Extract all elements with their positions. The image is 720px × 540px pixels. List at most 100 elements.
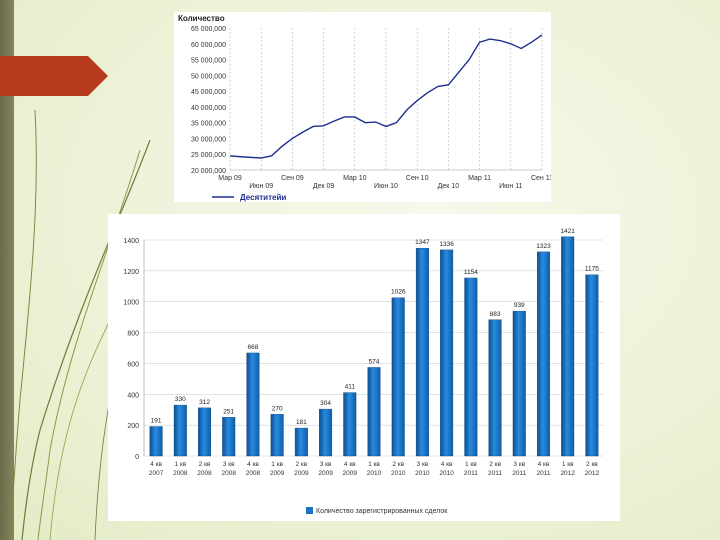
bar-x-tick-label: 3 кв — [513, 461, 525, 468]
line-x-tick-label: Дек 10 — [438, 183, 460, 190]
bar-x-tick-label: 3 кв — [223, 461, 235, 468]
bar-x-tick-label: 2 кв — [296, 461, 308, 468]
bar — [561, 236, 575, 457]
line-y-tick-label: 45 000,000 — [191, 89, 226, 96]
bar — [173, 404, 187, 457]
line-x-tick-label: Дек 09 — [313, 183, 335, 190]
bar-x-tick-label: 2008 — [173, 470, 188, 477]
line-chart: Количество 65 000,000 60 000,000 55 000,00… — [178, 14, 553, 202]
line-x-tick-label: Сен 11 — [531, 175, 551, 182]
bar-x-tick-label: 1 кв — [465, 461, 477, 468]
line-y-tick-label: 20 000,000 — [191, 168, 226, 175]
line-x-tick-label: Июн 11 — [499, 183, 522, 190]
bar-x-tick-label: 2009 — [294, 470, 309, 477]
bar-legend-swatch — [306, 507, 313, 514]
bar-x-tick-label: 2 кв — [199, 461, 211, 468]
bar-chart: 0 200 400 600 800 1000 1200 1400 191 330 312 251 66… — [123, 228, 604, 515]
bar-data-label: 181 — [296, 419, 307, 426]
bar-x-tick-label: 2010 — [415, 470, 430, 477]
bar — [222, 417, 236, 457]
bar-x-tick-label: 2012 — [560, 470, 575, 477]
bar-x-tick-label: 2011 — [512, 470, 526, 477]
bar-data-label: 668 — [248, 344, 259, 351]
line-x-tick-label: Мар 09 — [218, 175, 242, 182]
bar-data-label: 270 — [272, 405, 283, 412]
line-y-tick-label: 60 000,000 — [191, 42, 226, 49]
bar-y-tick-label: 1000 — [123, 300, 139, 307]
bar-data-label: 304 — [320, 400, 331, 407]
bar-x-tick-label: 2011 — [536, 470, 550, 477]
bar-data-label: 1421 — [560, 228, 575, 235]
bar — [198, 407, 212, 457]
bar-x-tick-label: 1 кв — [562, 461, 574, 468]
bar-x-tick-label: 2008 — [197, 470, 212, 477]
bar-data-label: 574 — [369, 358, 380, 365]
bar-x-tick-label: 2 кв — [489, 461, 501, 468]
bar-legend-label: Количество зарегистрированных сделок — [316, 508, 448, 515]
bar-data-label: 939 — [514, 302, 525, 309]
bar-x-tick-label: 4 кв — [441, 461, 453, 468]
bar-x-tick-label: 4 кв — [344, 461, 356, 468]
bar — [488, 319, 502, 457]
line-x-tick-label: Сен 10 — [406, 175, 429, 182]
bar-data-label: 883 — [490, 311, 501, 318]
bar-x-tick-label: 2010 — [439, 470, 454, 477]
bar-x-tick-label: 1 кв — [271, 461, 283, 468]
line-x-tick-label: Мар 10 — [343, 175, 367, 182]
line-legend-label: Десятитейи — [240, 193, 286, 202]
bar-x-tick-label: 2009 — [270, 470, 285, 477]
bar — [391, 297, 405, 457]
line-y-tick-label: 35 000,000 — [191, 121, 226, 128]
bar-x-tick-label: 3 кв — [417, 461, 429, 468]
line-y-tick-label: 55 000,000 — [191, 58, 226, 65]
bar-x-tick-label: 1 кв — [174, 461, 186, 468]
bar-x-tick-label: 2008 — [222, 470, 237, 477]
bar-x-tick-label: 2010 — [367, 470, 382, 477]
bar-x-tick-label: 2007 — [149, 470, 164, 477]
bar-data-label: 330 — [175, 396, 186, 403]
arrow-accent-shape — [0, 56, 108, 96]
line-y-tick-label: 65 000,000 — [191, 26, 226, 33]
bar — [440, 249, 454, 457]
bar — [294, 427, 308, 457]
bar-x-tick-label: 3 кв — [320, 461, 332, 468]
bar-chart-panel: 0 200 400 600 800 1000 1200 1400 191 330 312 251 66… — [108, 214, 620, 521]
bar-data-label: 191 — [151, 418, 162, 425]
bar-data-label: 1323 — [536, 243, 551, 250]
line-y-tick-label: 30 000,000 — [191, 136, 226, 143]
bar-data-label: 1336 — [439, 241, 454, 248]
bar-y-tick-label: 1200 — [123, 269, 139, 276]
bar-data-label: 312 — [199, 399, 210, 406]
bar — [367, 367, 381, 457]
line-y-tick-label: 25 000,000 — [191, 152, 226, 159]
bar-y-tick-label: 600 — [127, 361, 139, 368]
bar-y-tick-label: 0 — [135, 454, 139, 461]
bar-x-tick-label: 2012 — [585, 470, 600, 477]
bar-x-tick-label: 2011 — [488, 470, 502, 477]
bar — [246, 352, 260, 457]
bar-x-tick-label: 4 кв — [538, 461, 550, 468]
bar-y-tick-label: 1400 — [123, 238, 139, 245]
line-chart-panel: Количество 65 000,000 60 000,000 55 000,00… — [174, 12, 553, 202]
line-x-tick-label: Июн 10 — [374, 183, 398, 190]
bar-data-label: 1347 — [415, 239, 430, 246]
line-x-tick-label: Июн 09 — [249, 183, 273, 190]
line-y-tick-label: 40 000,000 — [191, 105, 226, 112]
bar — [319, 408, 333, 457]
bar — [512, 310, 526, 457]
bar — [585, 274, 599, 457]
bar-x-tick-label: 4 кв — [247, 461, 259, 468]
line-x-tick-label: Мар 11 — [468, 175, 491, 182]
bar-y-tick-label: 400 — [127, 392, 139, 399]
bar-x-tick-label: 2 кв — [392, 461, 404, 468]
bar — [464, 277, 478, 457]
line-y-tick-label: 50 000,000 — [191, 73, 226, 80]
bar-x-tick-label: 1 кв — [368, 461, 380, 468]
bar-data-label: 411 — [345, 384, 356, 391]
bar-data-label: 1154 — [464, 269, 478, 276]
line-chart-title: Количество — [178, 14, 225, 23]
bar — [415, 247, 429, 457]
line-series — [229, 34, 543, 159]
bar — [149, 426, 163, 457]
bar-y-tick-label: 200 — [127, 423, 139, 430]
